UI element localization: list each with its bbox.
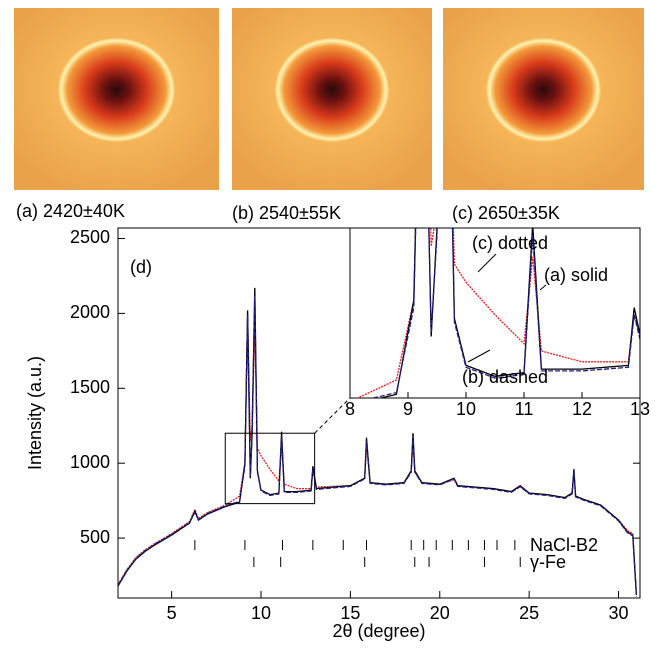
x-axis-label: 2θ (degree) bbox=[332, 621, 425, 641]
inset-x-tick-label: 10 bbox=[456, 399, 476, 419]
main-lines bbox=[118, 287, 638, 597]
series-annotation: (b) dashed bbox=[462, 367, 548, 387]
x-tick-label: 5 bbox=[167, 603, 177, 623]
x-tick-label: 25 bbox=[519, 603, 539, 623]
inset-x-tick-label: 9 bbox=[403, 399, 413, 419]
image-caption: (b) 2540±55K bbox=[232, 203, 341, 223]
y-tick-label: 2000 bbox=[70, 302, 110, 322]
series-annotation: (c) dotted bbox=[472, 233, 548, 253]
annotation-leader bbox=[539, 284, 547, 291]
y-tick-label: 1500 bbox=[70, 377, 110, 397]
inset-x-tick-label: 8 bbox=[345, 399, 355, 419]
reflection-label: γ-Fe bbox=[530, 552, 566, 572]
diffraction-image bbox=[443, 8, 644, 190]
diffraction-image bbox=[14, 8, 219, 190]
zoom-box bbox=[224, 432, 316, 505]
inset-x-tick-label: 12 bbox=[572, 399, 592, 419]
y-axis-label: Intensity (a.u.) bbox=[25, 356, 45, 470]
image-caption: (a) 2420±40K bbox=[16, 201, 125, 221]
reflection-label: NaCl-B2 bbox=[530, 535, 598, 555]
plot-border bbox=[117, 227, 641, 599]
zoom-connector bbox=[314, 397, 351, 434]
y-tick-label: 500 bbox=[80, 527, 110, 547]
panel-label: (d) bbox=[130, 257, 152, 277]
series-line bbox=[118, 295, 638, 597]
annotation-leader bbox=[467, 349, 491, 363]
image-caption: (c) 2650±35K bbox=[452, 203, 560, 223]
y-tick-label: 1000 bbox=[70, 452, 110, 472]
diffraction-image bbox=[232, 8, 432, 190]
y-tick-label: 2500 bbox=[70, 227, 110, 247]
inset-x-tick-label: 11 bbox=[515, 399, 534, 419]
x-tick-label: 20 bbox=[430, 603, 450, 623]
x-tick-label: 15 bbox=[340, 603, 360, 623]
annotation-leader bbox=[477, 253, 497, 273]
x-tick-label: 30 bbox=[609, 603, 629, 623]
series-annotation: (a) solid bbox=[544, 265, 608, 285]
x-tick-label: 10 bbox=[251, 603, 271, 623]
